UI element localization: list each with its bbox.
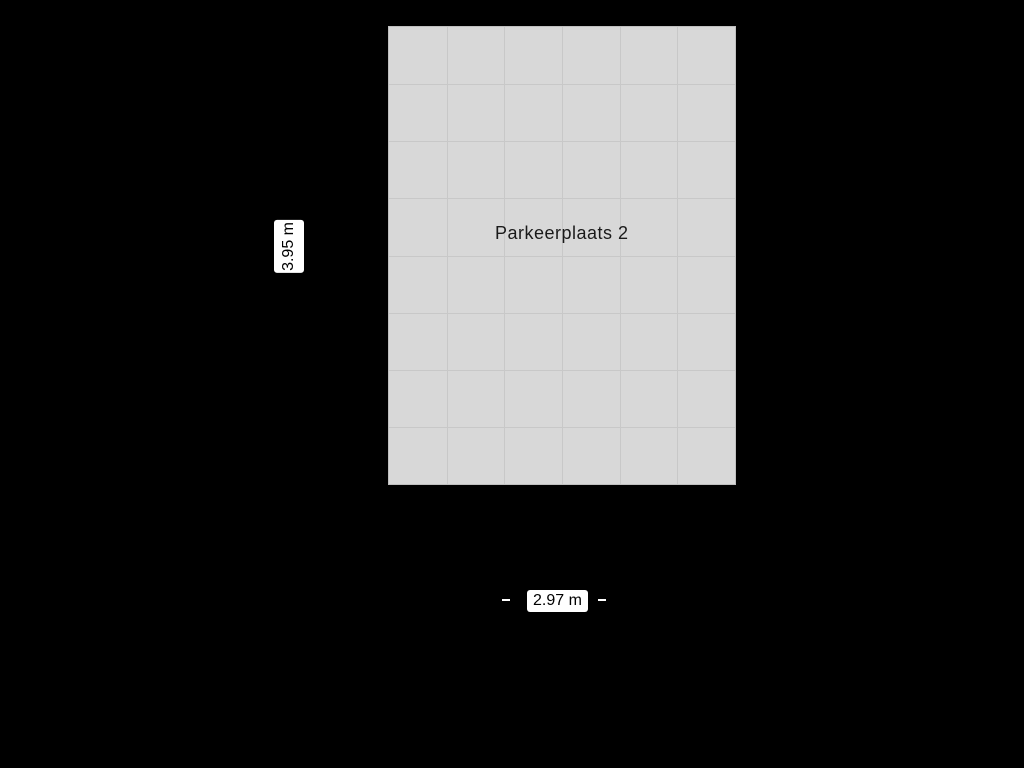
grid-line <box>389 198 735 199</box>
width-dimension: 2.97 m <box>527 590 588 612</box>
grid-line <box>389 84 735 85</box>
grid-line <box>389 256 735 257</box>
dim-tick <box>502 599 510 601</box>
grid-line <box>389 427 735 428</box>
grid-line <box>389 313 735 314</box>
parking-area <box>388 26 736 485</box>
grid-line <box>389 141 735 142</box>
dim-tick <box>598 599 606 601</box>
height-dimension: 3.95 m <box>274 220 304 273</box>
room-label: Parkeerplaats 2 <box>495 223 629 244</box>
grid-line <box>389 370 735 371</box>
